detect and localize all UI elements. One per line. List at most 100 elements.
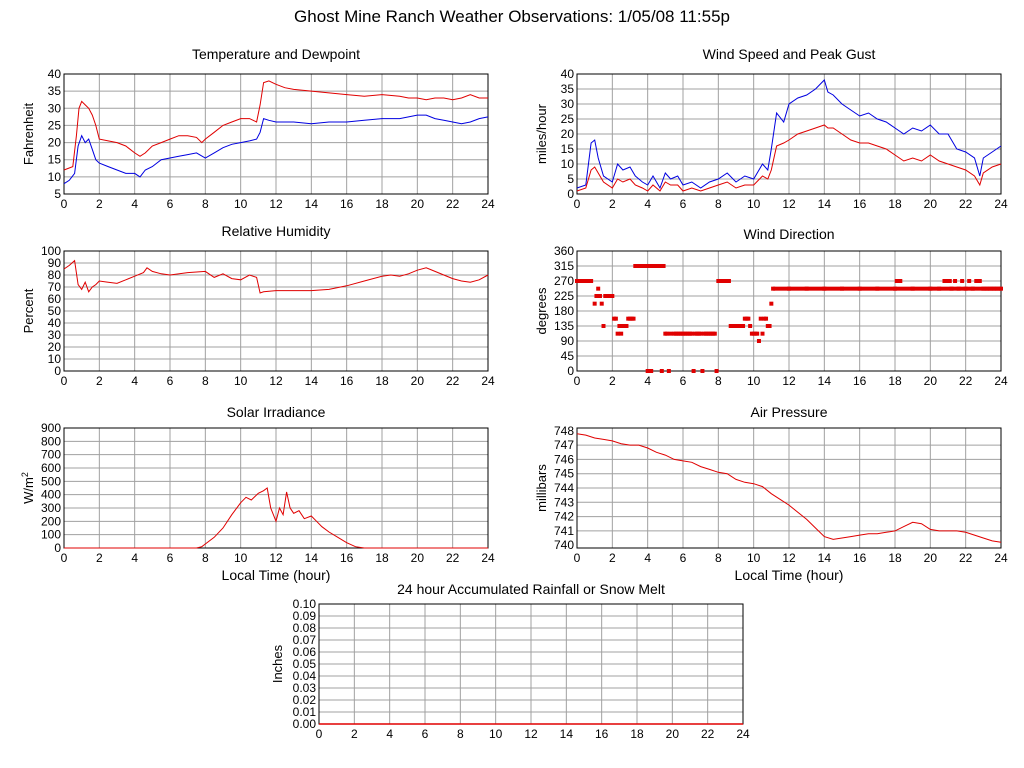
solar-xtick-label: 20: [411, 551, 425, 565]
direction-ytick-label: 315: [554, 259, 574, 273]
direction-xtick-label: 24: [994, 374, 1008, 388]
direction-point: [767, 324, 772, 328]
direction-ytick-label: 90: [561, 334, 575, 348]
solar-xlabel: Local Time (hour): [222, 567, 331, 583]
direction-point: [594, 294, 599, 298]
wind-xtick-label: 22: [959, 197, 973, 211]
direction-point-run: [773, 286, 1001, 291]
solar-title: Solar Irradiance: [227, 404, 326, 420]
wind-ytick-label: 5: [567, 172, 574, 186]
pressure-ytick-label: 744: [554, 481, 574, 495]
pressure-ytick-label: 742: [554, 510, 574, 524]
pressure-ytick-label: 743: [554, 495, 574, 509]
rain-xtick-label: 6: [422, 727, 429, 741]
solar-frame: [63, 427, 489, 549]
direction-point: [974, 279, 979, 283]
wind-xtick-label: 0: [574, 197, 581, 211]
wind-xtick-label: 20: [924, 197, 938, 211]
direction-point: [755, 331, 760, 336]
rain-ytick-label: 0.10: [293, 597, 317, 611]
wind-frame: [576, 73, 1002, 195]
temp-ytick-label: 5: [54, 187, 61, 201]
humidity-ytick-label: 20: [48, 340, 62, 354]
humidity-series-line: [63, 259, 489, 294]
direction-point: [619, 331, 624, 336]
pressure-xlabel: Local Time (hour): [735, 567, 844, 583]
direction-point: [661, 264, 666, 268]
rain-xtick-label: 10: [489, 727, 503, 741]
direction-point: [659, 369, 664, 373]
direction-point: [635, 264, 640, 268]
temp-ylabel: Fahrenheit: [21, 103, 36, 166]
direction-point: [960, 279, 965, 283]
wind-xtick-label: 6: [680, 197, 687, 211]
pressure-xtick-label: 14: [818, 551, 832, 565]
direction-point: [756, 339, 761, 343]
temp-ytick-label: 35: [48, 84, 62, 98]
direction-point: [712, 331, 717, 336]
humidity-xtick-label: 10: [234, 374, 248, 388]
humidity-ytick-label: 50: [48, 304, 62, 318]
solar-xtick-label: 18: [375, 551, 389, 565]
rain-ytick-label: 0.02: [293, 693, 317, 707]
wind-xtick-label: 2: [609, 197, 616, 211]
direction-ytick-label: 270: [554, 274, 574, 288]
pressure-xtick-label: 18: [888, 551, 902, 565]
direction-point: [596, 286, 601, 291]
direction-point: [592, 301, 597, 306]
solar-xtick-label: 0: [61, 551, 68, 565]
direction-xtick-label: 4: [644, 374, 651, 388]
rain-ytick-label: 0.06: [293, 645, 317, 659]
temp-ytick-label: 30: [48, 101, 62, 115]
direction-point: [601, 324, 606, 328]
direction-point: [658, 264, 663, 268]
temp-xtick-label: 8: [202, 197, 209, 211]
direction-point: [746, 316, 751, 321]
humidity-ytick-label: 70: [48, 280, 62, 294]
wind-xtick-label: 14: [818, 197, 832, 211]
humidity-xtick-label: 2: [96, 374, 103, 388]
wind-xtick-label: 4: [644, 197, 651, 211]
wind-ytick-label: 30: [561, 97, 575, 111]
rain-ytick-label: 0.01: [293, 705, 317, 719]
direction-ytick-label: 45: [561, 349, 575, 363]
humidity-xtick-label: 22: [446, 374, 460, 388]
humidity-xtick-label: 4: [131, 374, 138, 388]
direction-point: [613, 316, 618, 321]
direction-ylabel: degrees: [534, 287, 549, 334]
direction-point: [665, 331, 670, 336]
temp-xtick-label: 4: [131, 197, 138, 211]
direction-point: [942, 279, 947, 283]
temp-xtick-label: 10: [234, 197, 248, 211]
humidity-xtick-label: 24: [481, 374, 495, 388]
pressure-series-line: [576, 433, 1002, 543]
direction-ytick-label: 0: [567, 364, 574, 378]
humidity-ytick-label: 0: [54, 364, 61, 378]
rain-ytick-label: 0.05: [293, 657, 317, 671]
solar-xtick-label: 8: [202, 551, 209, 565]
temp-ytick-label: 20: [48, 136, 62, 150]
pressure-title: Air Pressure: [750, 404, 827, 420]
solar-ytick-label: 900: [41, 421, 61, 435]
rain-xtick-label: 4: [386, 727, 393, 741]
solar-ytick-label: 600: [41, 461, 61, 475]
humidity-xtick-label: 6: [167, 374, 174, 388]
direction-ytick-label: 360: [554, 244, 574, 258]
direction-title: Wind Direction: [743, 226, 834, 242]
direction-point: [898, 279, 903, 283]
direction-point: [748, 324, 753, 328]
wind-ylabel: miles/hour: [534, 103, 549, 164]
temp-ytick-label: 25: [48, 118, 62, 132]
wind-series-line: [576, 79, 1002, 190]
pressure-xtick-label: 20: [924, 551, 938, 565]
solar-xtick-label: 2: [96, 551, 103, 565]
temp-xtick-label: 24: [481, 197, 495, 211]
temp-frame: [63, 73, 489, 195]
temp-title: Temperature and Dewpoint: [192, 46, 360, 62]
rain-xtick-label: 22: [701, 727, 715, 741]
rain-ytick-label: 0.07: [293, 633, 317, 647]
humidity-frame: [63, 250, 489, 372]
humidity-ytick-label: 90: [48, 256, 62, 270]
direction-point: [977, 279, 982, 283]
temp-ytick-label: 10: [48, 170, 62, 184]
